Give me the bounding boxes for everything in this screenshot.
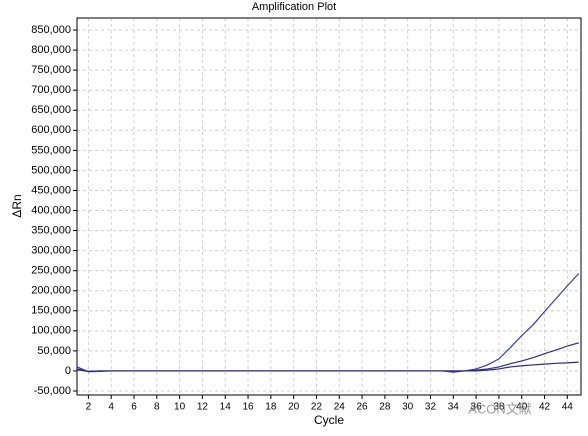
y-tick-label: 400,000 <box>31 204 71 216</box>
x-tick-label: 36 <box>471 402 483 413</box>
chart-title: Amplification Plot <box>252 1 336 13</box>
x-tick-label: 2 <box>86 402 92 413</box>
y-axis-label: ΔRn <box>10 194 24 217</box>
x-tick-label: 42 <box>539 402 551 413</box>
y-tick-label: 800,000 <box>31 44 71 56</box>
y-tick-label: 200,000 <box>31 285 71 297</box>
plot-frame <box>76 17 582 396</box>
x-tick-label: 4 <box>108 402 114 413</box>
y-tick-label: -50,000 <box>34 385 71 397</box>
x-axis-label: Cycle <box>314 413 344 427</box>
y-tick-label: 500,000 <box>31 164 71 176</box>
y-tick-label: 100,000 <box>31 325 71 337</box>
y-tick-label: 350,000 <box>31 224 71 236</box>
x-tick-label: 22 <box>311 402 323 413</box>
x-tick-label: 20 <box>288 402 300 413</box>
y-tick-label: 450,000 <box>31 184 71 196</box>
y-tick-label: 150,000 <box>31 305 71 317</box>
y-tick-label: 600,000 <box>31 124 71 136</box>
y-tick-label: 50,000 <box>37 345 71 357</box>
x-tick-label: 28 <box>379 402 391 413</box>
x-tick-label: 38 <box>493 402 505 413</box>
y-tick-label: 250,000 <box>31 265 71 277</box>
y-tick-label: 850,000 <box>31 24 71 36</box>
watermark: ACON文献 <box>468 401 532 416</box>
y-tick-label: 700,000 <box>31 84 71 96</box>
x-tick-label: 12 <box>197 402 209 413</box>
x-tick-label: 32 <box>425 402 437 413</box>
y-tick-label: 0 <box>65 365 71 377</box>
x-tick-label: 6 <box>131 402 137 413</box>
x-tick-label: 24 <box>334 402 346 413</box>
x-tick-label: 10 <box>174 402 186 413</box>
y-tick-label: 750,000 <box>31 64 71 76</box>
x-tick-label: 40 <box>516 402 528 413</box>
x-tick-label: 8 <box>154 402 160 413</box>
series-line <box>77 342 579 372</box>
x-tick-label: 44 <box>562 402 574 413</box>
y-tick-label: 550,000 <box>31 144 71 156</box>
series-line <box>77 361 579 372</box>
x-tick-label: 18 <box>265 402 277 413</box>
x-tick-label: 26 <box>357 402 369 413</box>
series-line <box>77 273 580 373</box>
x-tick-label: 14 <box>220 402 232 413</box>
x-tick-label: 34 <box>448 402 460 413</box>
y-tick-label: 650,000 <box>31 104 71 116</box>
y-tick-label: 300,000 <box>31 245 71 257</box>
x-tick-label: 30 <box>402 402 414 413</box>
x-tick-label: 16 <box>242 402 254 413</box>
